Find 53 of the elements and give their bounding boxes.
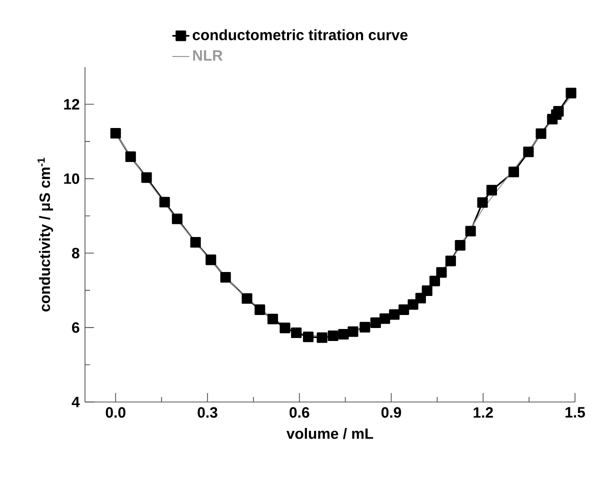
point [415, 292, 426, 304]
x-tick-label: 0.6 [290, 407, 310, 418]
point [508, 166, 520, 178]
y-axis-title: conductivity / μS cm$^{-1}$ [38, 158, 54, 312]
y-tick-label: 12 [64, 99, 80, 110]
point [477, 197, 488, 208]
point [190, 237, 201, 248]
point [429, 276, 440, 286]
x-tick-label: 1.2 [474, 407, 493, 418]
x-tick-label: 1.5 [566, 407, 585, 418]
point [370, 317, 381, 328]
point [254, 304, 266, 315]
point [408, 299, 418, 310]
point [436, 267, 447, 278]
point [380, 313, 390, 324]
point [523, 146, 534, 158]
point [566, 88, 576, 98]
point [159, 196, 170, 208]
point [242, 293, 252, 304]
point [398, 304, 410, 315]
point [172, 214, 182, 224]
x-tick-label: 0.9 [381, 407, 402, 418]
point [141, 172, 152, 183]
point [454, 240, 466, 251]
point [280, 322, 290, 334]
point [486, 184, 497, 196]
point [360, 322, 370, 332]
point [465, 226, 476, 236]
x-axis-title: volume / mL [286, 428, 374, 440]
point [206, 254, 216, 266]
point [316, 332, 328, 343]
x-tick-label: 0.0 [106, 407, 126, 418]
point [553, 106, 564, 117]
point [267, 314, 278, 324]
point [348, 326, 358, 337]
point [536, 128, 546, 139]
y-tick-label: 8 [72, 248, 80, 258]
point [302, 332, 314, 342]
point [110, 128, 121, 139]
point [338, 328, 349, 340]
y-tick-label: 4 [72, 396, 80, 408]
point [328, 330, 338, 342]
x-tick-label: 0.3 [198, 407, 218, 418]
point [389, 309, 400, 320]
legend-label: NLR [193, 50, 223, 61]
point [422, 285, 432, 296]
point [220, 272, 231, 283]
point [445, 256, 456, 266]
point [125, 151, 136, 162]
legend-label: conductometric titration curve [192, 29, 408, 40]
point [291, 327, 302, 338]
y-tick-label: 10 [64, 173, 80, 184]
y-tick-label: 6 [72, 322, 80, 333]
